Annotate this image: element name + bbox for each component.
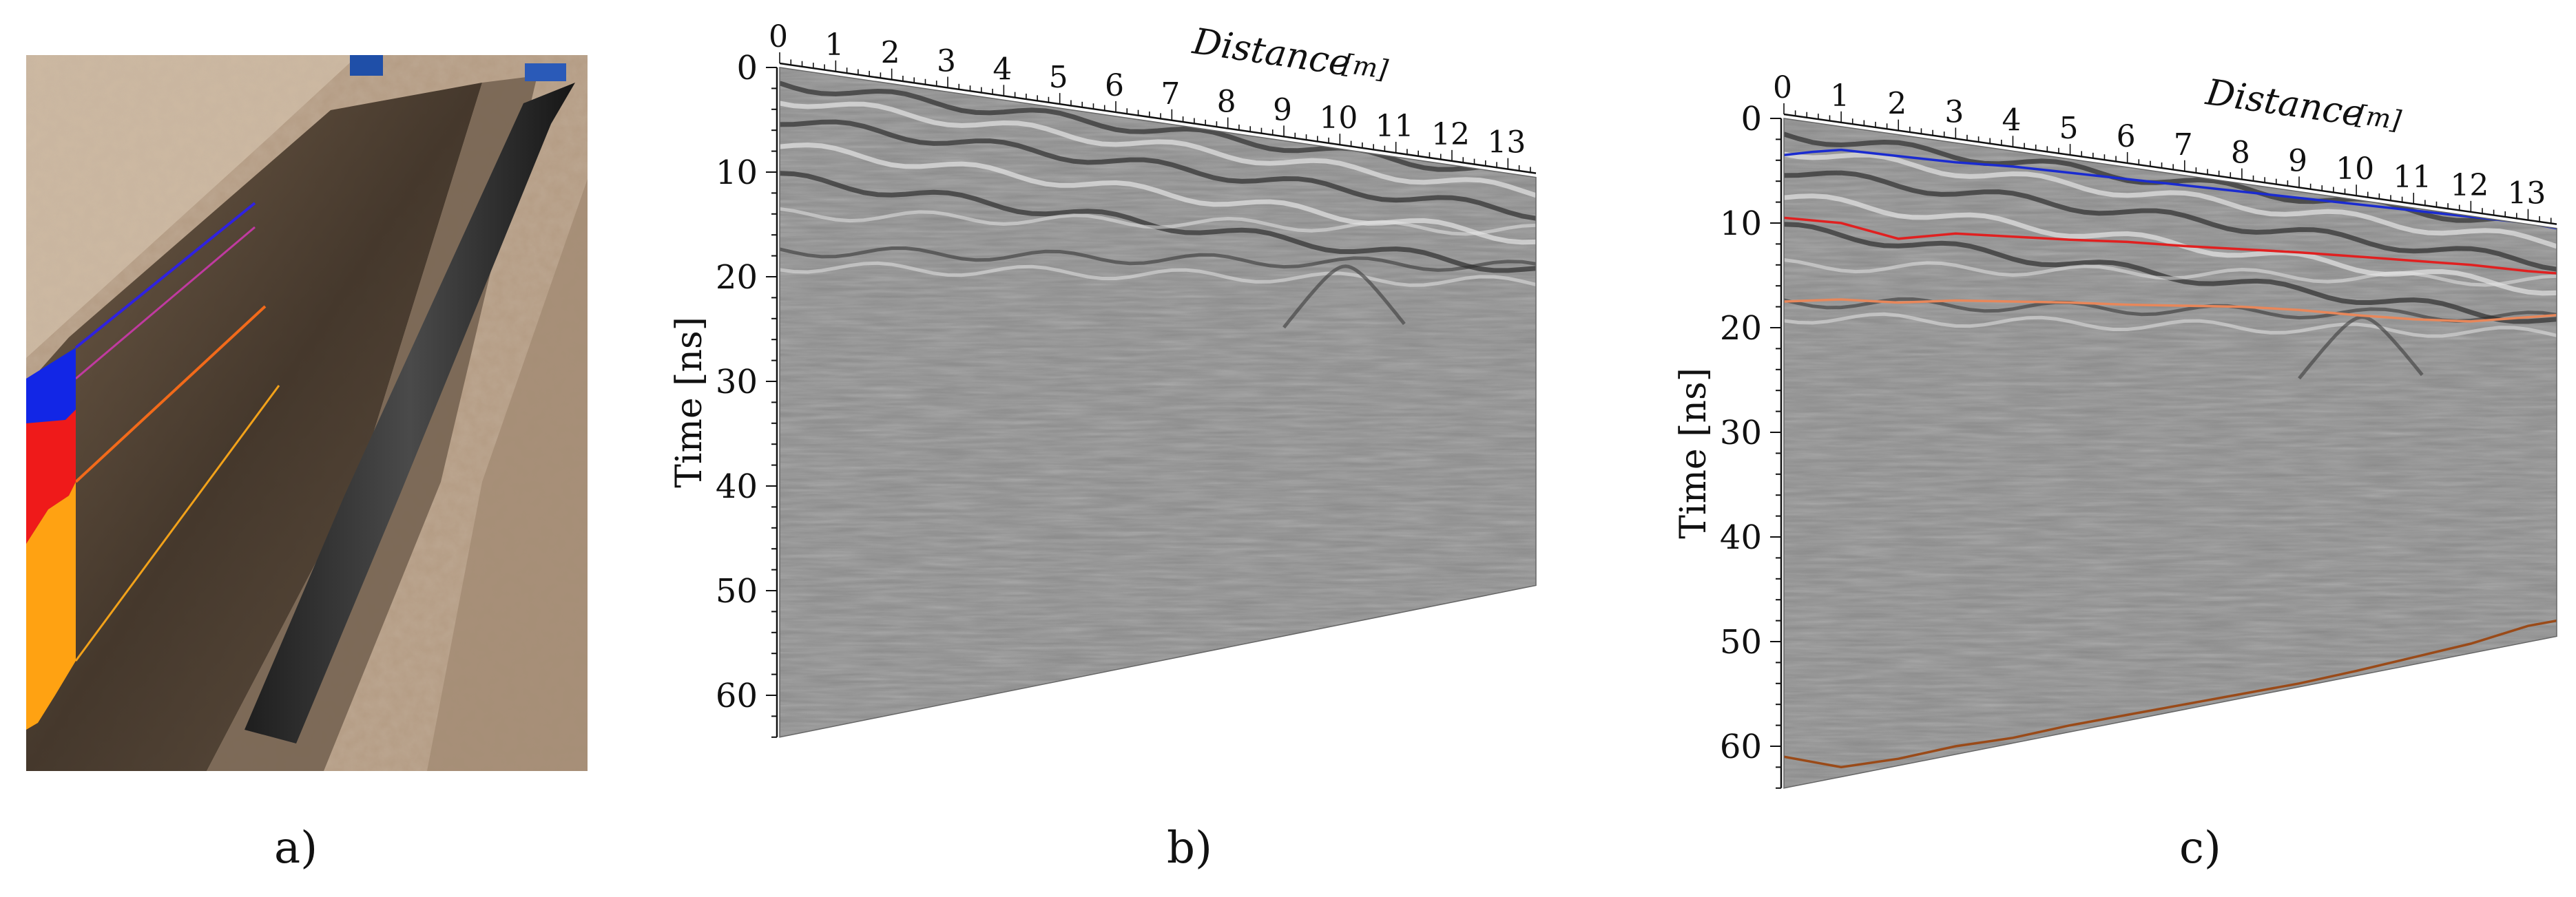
x-tick-label: 4	[993, 52, 1012, 87]
y-tick-label: 50	[1720, 623, 1762, 662]
x-tick-label: 10	[1319, 101, 1358, 136]
y-tick-label: 30	[1720, 414, 1762, 452]
trench-wall	[26, 83, 482, 771]
x-tick-label: 2	[1887, 87, 1907, 122]
horizon-line	[1784, 619, 2557, 769]
x-tick-label: 0	[769, 19, 788, 54]
x-tick-label: 8	[1217, 85, 1236, 120]
layer-blue	[26, 348, 76, 423]
x-tick-label: 7	[1161, 76, 1180, 112]
x-tick-label: 4	[2002, 103, 2021, 138]
x-axis-unit: [m]	[2354, 99, 2403, 136]
x-tick-label: 6	[1105, 68, 1124, 103]
horizon-line	[1784, 216, 2557, 275]
x-tick-label: 3	[1944, 94, 1964, 129]
layer-red	[26, 410, 76, 544]
x-tick-label: 10	[2336, 151, 2374, 187]
x-tick-label: 11	[2393, 160, 2431, 195]
y-tick-label: 30	[716, 363, 758, 401]
layer-orange	[26, 482, 76, 730]
x-tick-label: 12	[2450, 168, 2489, 203]
y-axis-label: Time [ns]	[1673, 368, 1714, 539]
x-tick-label: 9	[2288, 143, 2307, 178]
y-tick-label: 40	[1720, 518, 1762, 557]
x-tick-label: 5	[1049, 60, 1068, 95]
panel-label-c: c)	[2179, 823, 2221, 874]
x-tick-label: 1	[824, 28, 844, 63]
x-tick-label: 11	[1375, 109, 1414, 144]
x-axis-label: Distance	[2203, 72, 2366, 135]
y-tick-label: 60	[716, 677, 758, 715]
radargram-image	[1784, 118, 2557, 788]
panel-label-b: b)	[1167, 823, 1212, 874]
horizon-line	[1784, 148, 2557, 230]
x-tick-label: 7	[2174, 127, 2193, 162]
x-tick-label: 1	[1830, 78, 1849, 114]
distance-axis	[779, 62, 1537, 174]
y-tick-label: 20	[1720, 309, 1762, 348]
x-tick-label: 5	[2059, 111, 2079, 146]
x-tick-label: 12	[1431, 117, 1470, 152]
y-tick-label: 40	[716, 467, 758, 506]
x-axis-label: Distance	[1190, 21, 1353, 85]
x-tick-label: 9	[1273, 92, 1292, 127]
horizon-line-yellow	[74, 385, 280, 662]
pipe	[245, 83, 575, 743]
y-tick-label: 20	[716, 258, 758, 297]
x-tick-label: 2	[881, 36, 900, 71]
distance-axis	[1783, 113, 2557, 225]
x-tick-label: 0	[1773, 70, 1792, 105]
x-tick-label: 13	[2507, 176, 2546, 211]
horizon-line-orange	[74, 305, 267, 483]
x-tick-label: 13	[1487, 125, 1526, 160]
photo-panel	[26, 55, 588, 771]
y-tick-label: 10	[1720, 204, 1762, 243]
y-tick-label: 60	[1720, 728, 1762, 766]
x-axis-unit: [m]	[1341, 48, 1391, 85]
x-tick-label: 8	[2231, 136, 2250, 171]
horizon-line	[1784, 298, 2557, 323]
trench-floor	[207, 76, 537, 771]
y-tick-label: 0	[1741, 100, 1762, 138]
panel-label-a: a)	[274, 823, 318, 874]
y-tick-label: 0	[736, 49, 758, 87]
x-tick-label: 6	[2117, 119, 2136, 154]
y-tick-label: 10	[716, 154, 758, 192]
y-tick-label: 50	[716, 572, 758, 611]
radargram-image	[780, 67, 1536, 737]
horizon-line-blue	[74, 202, 256, 349]
x-tick-label: 3	[937, 43, 956, 78]
horizon-line-purple	[75, 226, 256, 380]
y-axis-label: Time [ns]	[669, 317, 710, 488]
